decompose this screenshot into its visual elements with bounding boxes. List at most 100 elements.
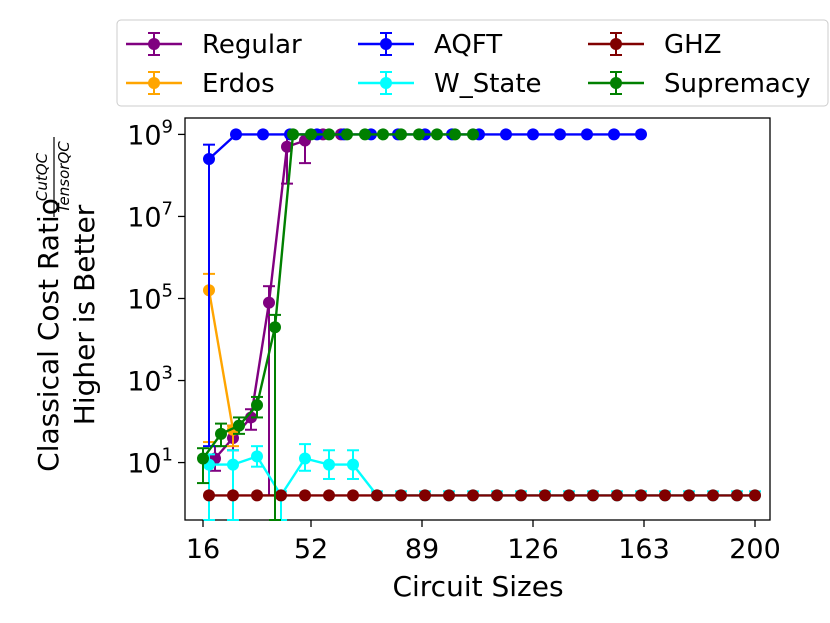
y-tick-label: 101 xyxy=(127,445,173,480)
data-point-w-state xyxy=(227,458,239,471)
data-point-w-state xyxy=(323,458,335,471)
data-point-aqft xyxy=(527,128,539,141)
series-line-erdos xyxy=(207,290,235,431)
data-point-supremacy xyxy=(215,427,227,440)
data-point-aqft xyxy=(608,128,620,141)
legend-item-aqft: AQFT xyxy=(358,30,502,60)
data-point-ghz xyxy=(563,489,575,502)
x-axis-label: Circuit Sizes xyxy=(392,570,563,603)
data-point-ghz xyxy=(395,489,407,502)
data-point-ghz xyxy=(275,489,287,502)
legend-marker-w-state xyxy=(380,77,392,89)
data-point-ghz xyxy=(515,489,527,502)
legend-marker-ghz xyxy=(610,38,622,50)
data-point-supremacy xyxy=(395,128,407,141)
data-point-ghz xyxy=(635,489,647,502)
data-point-ghz xyxy=(587,489,599,502)
x-tick-label: 163 xyxy=(618,534,670,565)
data-point-supremacy xyxy=(377,128,389,141)
data-point-ghz xyxy=(323,489,335,502)
legend-item-ghz: GHZ xyxy=(588,30,722,60)
data-point-aqft xyxy=(581,128,593,141)
x-tick-label: 16 xyxy=(186,534,220,565)
plot-area xyxy=(184,117,771,521)
data-point-regular xyxy=(263,296,275,309)
y-tick-label: 109 xyxy=(127,116,173,151)
data-point-ghz xyxy=(443,489,455,502)
data-point-regular xyxy=(281,140,293,153)
data-point-ghz xyxy=(707,489,719,502)
legend-marker-supremacy xyxy=(610,77,622,89)
data-point-ghz xyxy=(467,489,479,502)
data-point-supremacy xyxy=(323,128,335,141)
legend-item-w-state: W_State xyxy=(358,69,542,99)
data-point-w-state xyxy=(299,452,311,465)
y-axis-label: Classical Cost Ratio CutQC TensorQC High… xyxy=(32,137,101,472)
data-point-aqft xyxy=(635,128,647,141)
data-point-ghz xyxy=(491,489,503,502)
x-tick-label: 126 xyxy=(507,534,559,565)
data-point-ghz xyxy=(419,489,431,502)
chart-marks xyxy=(197,128,761,521)
data-point-supremacy xyxy=(197,452,209,465)
legend-item-regular: Regular xyxy=(126,30,302,60)
series-w-state xyxy=(203,443,761,521)
y-axis-label-line1: Classical Cost Ratio xyxy=(32,198,65,472)
y-tick-label: 107 xyxy=(127,198,173,233)
series-line-supremacy xyxy=(202,133,473,460)
data-point-ghz xyxy=(611,489,623,502)
data-point-w-state xyxy=(347,458,359,471)
y-axis-fraction-denominator: TensorQC xyxy=(55,141,73,213)
legend-label-aqft: AQFT xyxy=(434,30,502,60)
data-point-supremacy xyxy=(287,128,299,141)
series-ghz xyxy=(203,489,761,502)
data-point-ghz xyxy=(683,489,695,502)
x-tick-label: 89 xyxy=(405,534,439,565)
legend-item-erdos: Erdos xyxy=(126,69,275,99)
data-point-ghz xyxy=(539,489,551,502)
y-tick-label: 103 xyxy=(127,363,173,398)
data-point-aqft xyxy=(257,128,269,141)
data-point-supremacy xyxy=(305,128,317,141)
data-point-ghz xyxy=(731,489,743,502)
legend-label-erdos: Erdos xyxy=(202,69,275,99)
legend-label-regular: Regular xyxy=(202,30,302,60)
data-point-supremacy xyxy=(413,128,425,141)
x-tick-label: 52 xyxy=(294,534,328,565)
data-point-supremacy xyxy=(359,128,371,141)
data-point-ghz xyxy=(251,489,263,502)
series-line-w-state xyxy=(209,455,755,497)
data-point-aqft xyxy=(500,128,512,141)
data-point-supremacy xyxy=(233,419,245,432)
y-axis-fraction-numerator: CutQC xyxy=(33,152,51,201)
data-point-ghz xyxy=(203,489,215,502)
data-point-supremacy xyxy=(467,128,479,141)
data-point-supremacy xyxy=(449,128,461,141)
data-point-ghz xyxy=(227,489,239,502)
data-point-ghz xyxy=(749,489,761,502)
series-supremacy xyxy=(197,128,479,521)
y-tick-label: 105 xyxy=(127,280,173,315)
data-point-supremacy xyxy=(251,399,263,412)
data-point-aqft xyxy=(230,128,242,141)
x-tick-label: 200 xyxy=(729,534,781,565)
legend-frame xyxy=(116,19,829,107)
legend-label-ghz: GHZ xyxy=(664,30,722,60)
data-point-ghz xyxy=(347,489,359,502)
legend-label-w-state: W_State xyxy=(434,69,542,99)
data-point-ghz xyxy=(299,489,311,502)
legend-label-supremacy: Supremacy xyxy=(664,69,811,99)
data-point-supremacy xyxy=(269,321,281,334)
data-point-aqft xyxy=(203,153,215,166)
axis-ticks: 16 52 89 126 163 200 101 103 105 107 109 xyxy=(127,116,781,565)
legend-marker-erdos xyxy=(148,77,160,89)
legend-marker-regular xyxy=(148,38,160,50)
data-point-supremacy xyxy=(431,128,443,141)
data-point-w-state xyxy=(251,450,263,463)
data-point-ghz xyxy=(659,489,671,502)
data-point-supremacy xyxy=(341,128,353,141)
data-point-ghz xyxy=(371,489,383,502)
y-axis-label-line2: Higher is Better xyxy=(68,204,101,425)
data-point-aqft xyxy=(554,128,566,141)
